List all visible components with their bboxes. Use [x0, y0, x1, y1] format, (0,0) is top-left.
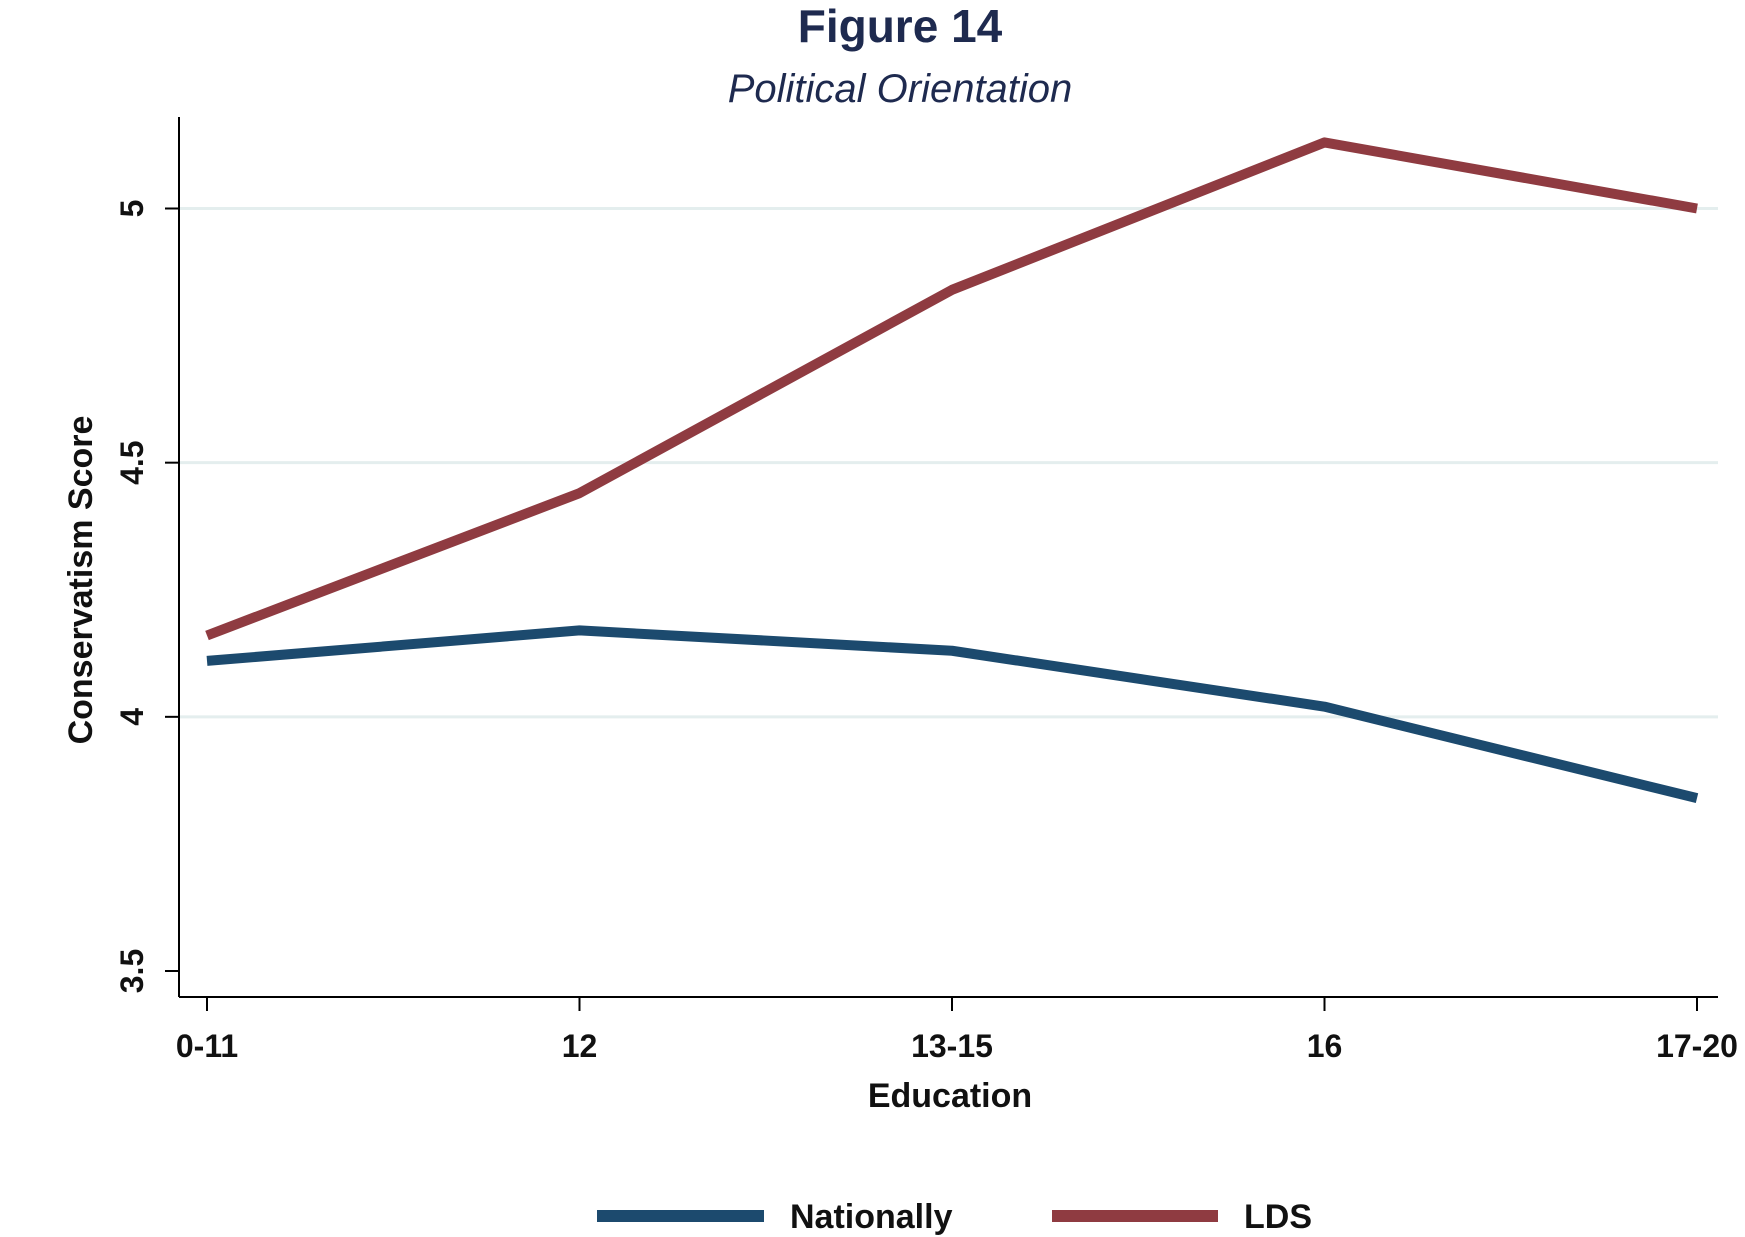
x-tick-label: 12	[562, 1028, 598, 1064]
x-tick-label: 17-20	[1656, 1028, 1738, 1064]
chart-title: Figure 14	[798, 0, 1003, 52]
series-line-lds	[205, 137, 1698, 641]
gridlines	[179, 207, 1718, 719]
x-tick-label: 16	[1307, 1028, 1343, 1064]
series-lines	[205, 137, 1699, 804]
legend: Nationally LDS	[597, 1198, 1312, 1236]
y-tick-label: 4.5	[114, 440, 150, 484]
x-axis-label: Education	[868, 1077, 1032, 1115]
x-tick-label: 0-11	[176, 1028, 238, 1064]
chart-subtitle: Political Orientation	[728, 67, 1073, 111]
legend-label-nationally: Nationally	[790, 1198, 953, 1236]
legend-label-lds: LDS	[1244, 1198, 1312, 1236]
x-tick-label: 13-15	[911, 1028, 993, 1064]
y-axis-ticks: 3.5 4 4.5 5	[114, 200, 179, 993]
y-tick-label: 4	[114, 708, 150, 726]
y-tick-label: 3.5	[114, 949, 150, 993]
y-axis-label: Conservatism Score	[62, 416, 100, 745]
y-tick-label: 5	[114, 200, 150, 218]
series-line-nationally	[206, 625, 1699, 804]
x-axis-ticks: 0-11 12 13-15 16 17-20	[176, 997, 1738, 1064]
